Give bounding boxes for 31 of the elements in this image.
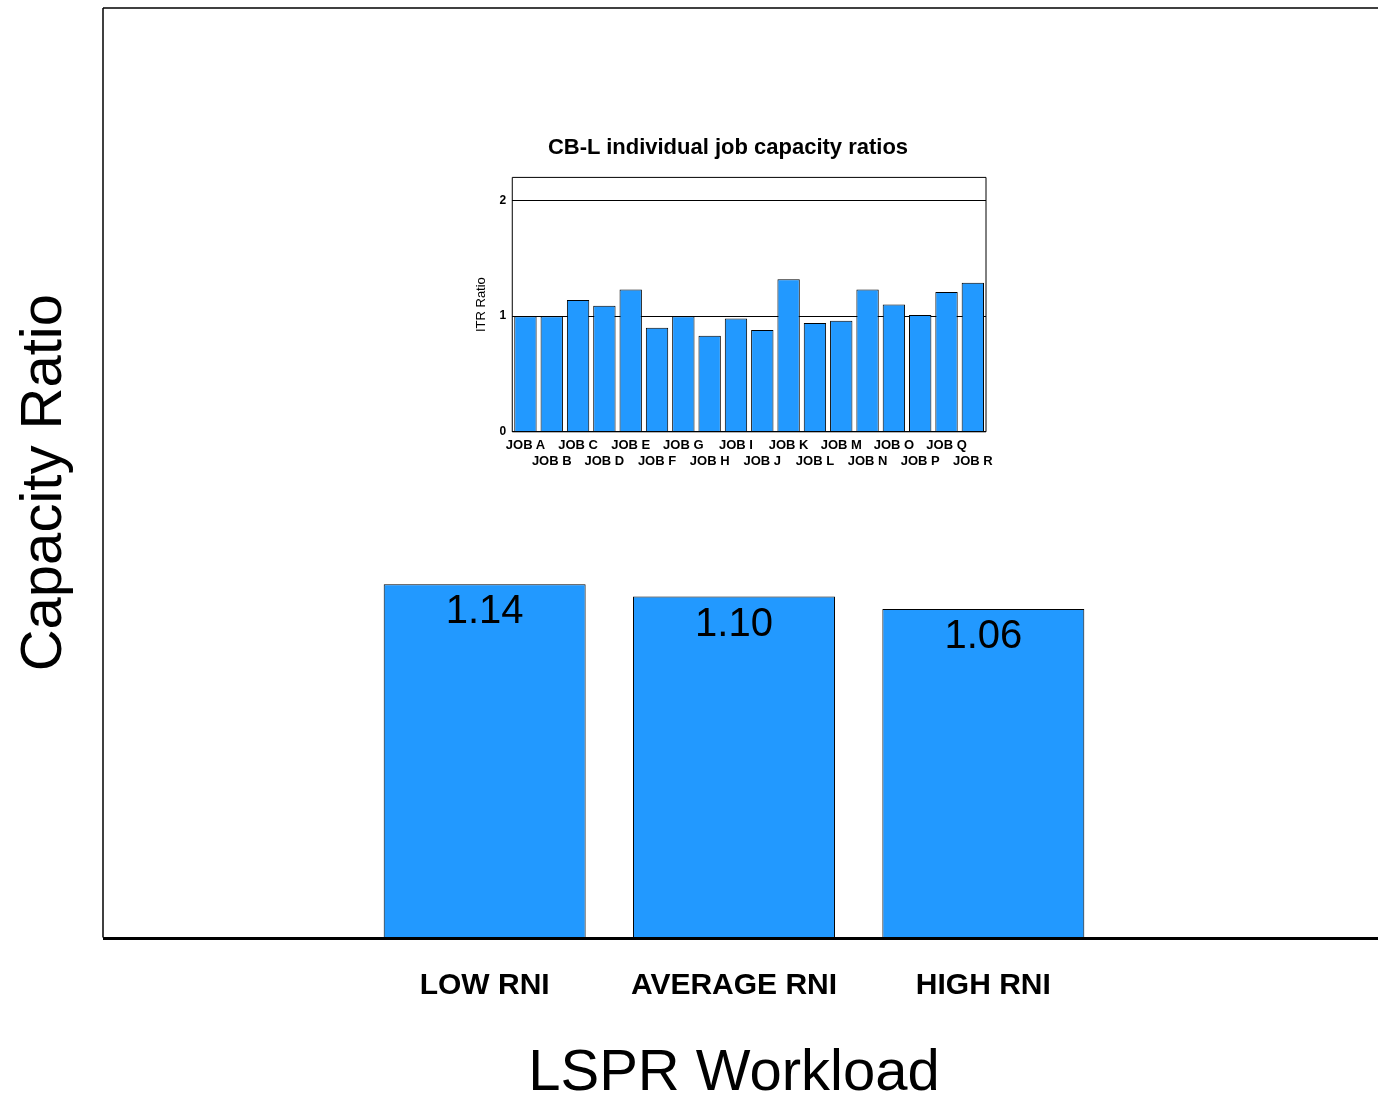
x-tick-label: JOB N	[847, 452, 888, 468]
x-tick-label: JOB J	[743, 452, 782, 468]
data-label: 1.10	[695, 599, 773, 644]
x-tick-label: JOB L	[795, 452, 835, 468]
x-tick-label: AVERAGE RNI	[630, 966, 838, 1000]
x-tick-label: HIGH RNI	[915, 966, 1051, 1000]
y-tick-label: 1	[499, 308, 507, 323]
y-tick-label: 0	[499, 424, 507, 439]
data-label: 1.14	[445, 587, 524, 632]
y-axis-title: ITR Ratio	[473, 277, 489, 333]
x-tick-label: JOB Q	[926, 437, 967, 453]
x-tick-label: LOW RNI	[419, 966, 550, 1000]
x-tick-label: JOB R	[952, 452, 994, 468]
x-tick-label: JOB K	[768, 437, 810, 453]
x-tick-label: JOB H	[689, 452, 730, 468]
y-axis-title: Capacity Ratio	[8, 294, 73, 672]
chart-title: CB-L individual job capacity ratios	[547, 134, 909, 160]
x-tick-label: JOB F	[637, 452, 677, 468]
x-tick-label: JOB G	[663, 437, 704, 453]
x-tick-label: JOB P	[900, 452, 941, 468]
data-label: 1.06	[944, 612, 1023, 657]
x-tick-label: JOB B	[531, 452, 572, 468]
x-tick-label: JOB D	[584, 452, 625, 468]
x-tick-label: JOB O	[873, 437, 915, 453]
y-tick-label: 2	[499, 192, 507, 207]
x-tick-label: JOB M	[820, 437, 862, 453]
x-tick-label: JOB E	[611, 437, 651, 453]
x-tick-label: JOB A	[505, 437, 546, 453]
x-axis-title: LSPR Workload	[528, 1037, 940, 1103]
x-tick-label: JOB C	[558, 437, 599, 453]
x-tick-label: JOB I	[718, 437, 753, 453]
